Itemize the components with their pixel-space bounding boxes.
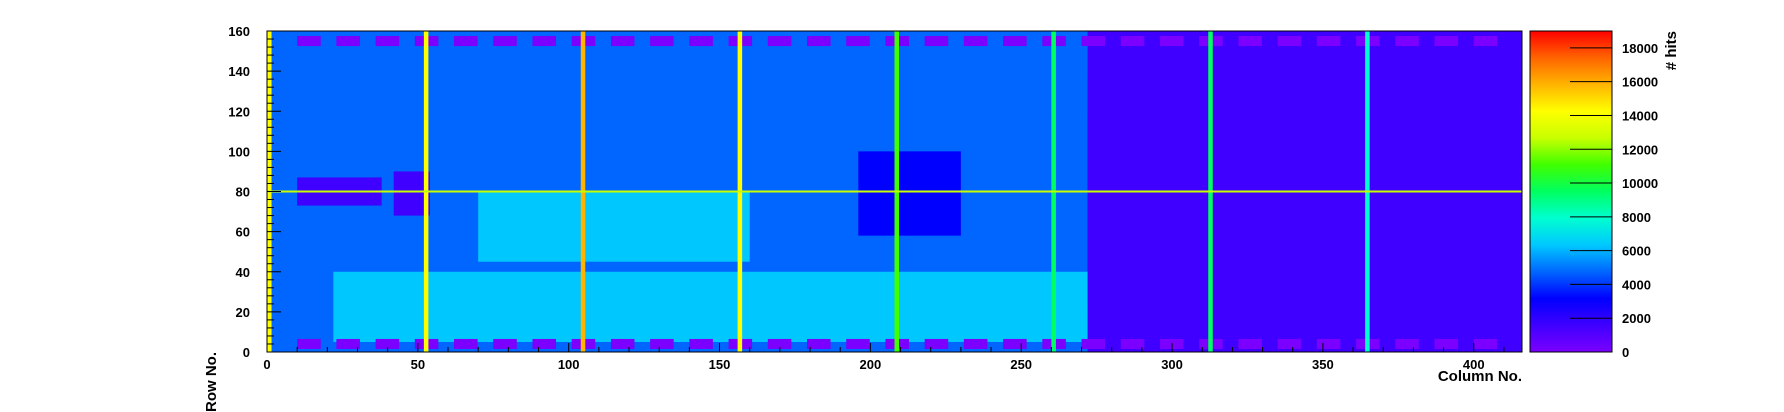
heatmap-region [858,151,961,236]
heatmap-pad [610,36,635,47]
z-tick-label: 2000 [1622,311,1651,326]
z-tick-label: 18000 [1622,41,1658,56]
heatmap-pad [1120,338,1145,349]
y-tick-label: 40 [236,265,250,280]
heatmap [267,31,1522,352]
x-tick-label: 400 [1463,357,1485,372]
x-tick-label: 100 [558,357,580,372]
heatmap-pad [650,36,674,47]
heatmap-pad [963,36,988,47]
heatmap-pad [924,338,949,349]
heatmap-pad [767,36,792,47]
z-tick-label: 14000 [1622,108,1658,123]
heatmap-pad [454,338,478,349]
heatmap-pad [1003,338,1027,349]
x-axis-title: Column No. [1438,368,1522,385]
heatmap-pad [336,36,360,47]
heatmap-pad [846,338,870,349]
heatmap-pad [1238,338,1262,349]
z-tick-label: 16000 [1622,75,1658,90]
x-tick-label: 300 [1161,357,1183,372]
y-tick-label: 120 [228,104,250,119]
y-tick-label: 0 [243,345,250,360]
heatmap-pad [1120,36,1145,47]
heatmap-pad [1473,338,1498,349]
heatmap-pad [807,36,831,47]
heatmap-pad [1395,338,1419,349]
heatmap-region [333,271,1088,342]
heatmap-pad [1395,36,1419,47]
heatmap-pad [963,338,988,349]
x-tick-label: 0 [263,357,270,372]
heatmap-pad [375,36,400,47]
heatmap-pad [493,338,517,349]
z-axis-title: # hits [1663,31,1680,70]
heatmap-pad [1434,36,1459,47]
heatmap-pad [1277,338,1302,349]
z-tick-label: 6000 [1622,244,1651,259]
y-axis: 0 20 40 60 80 100 120 140 160 [228,24,281,360]
heatmap-pad [1159,36,1184,47]
z-tick-label: 12000 [1622,142,1658,157]
heatmap-pad [610,338,635,349]
y-axis-title: Row No. [203,352,220,412]
heatmap-pad [1316,338,1341,349]
z-tick-label: 4000 [1622,277,1651,292]
heatmap-pad [767,338,792,349]
heatmap-pad [454,36,478,47]
z-tick-label: 8000 [1622,210,1651,225]
z-tick-label: 0 [1622,345,1629,360]
heatmap-pad [1316,36,1341,47]
heatmap-pad [1238,36,1262,47]
heatmap-pad [1434,338,1459,349]
y-tick-label: 160 [228,24,250,39]
x-tick-label: 250 [1010,357,1032,372]
heatmap-pad [1473,36,1498,47]
heatmap-pad [689,338,713,349]
heatmap-pad [924,36,949,47]
x-tick-label: 50 [411,357,425,372]
heatmap-pad [807,338,831,349]
heatmap-pad [493,36,517,47]
heatmap-pad [532,36,557,47]
x-tick-label: 200 [860,357,882,372]
heatmap-pad [336,338,360,349]
z-tick-label: 10000 [1622,176,1658,191]
heatmap-pad [1277,36,1302,47]
y-tick-label: 140 [228,64,250,79]
heatmap-pad [375,338,400,349]
heatmap-pad [297,338,321,349]
heatmap-pad [1081,36,1106,47]
y-tick-label: 20 [236,305,250,320]
y-tick-label: 80 [236,185,250,200]
heatmap-pad [297,36,321,47]
x-tick-label: 150 [709,357,731,372]
y-tick-label: 60 [236,225,250,240]
heatmap-region [478,191,750,262]
y-tick-label: 100 [228,144,250,159]
heatmap-pad [650,338,674,349]
heatmap-pad [846,36,870,47]
heatmap-pad [1081,338,1106,349]
color-palette-bar [1529,30,1613,353]
heatmap-region [273,47,1088,116]
color-palette-axis: 0 2000 4000 6000 8000 10000 12000 14000 16000 180… [1529,30,1658,360]
heatmap-hot-row [267,190,1522,193]
x-axis: 0 50 100 150 200 250 300 350 400 [263,343,1505,372]
heatmap-pad [532,338,557,349]
heatmap-pad [689,36,713,47]
x-tick-label: 350 [1312,357,1334,372]
heatmap-pad [1003,36,1027,47]
